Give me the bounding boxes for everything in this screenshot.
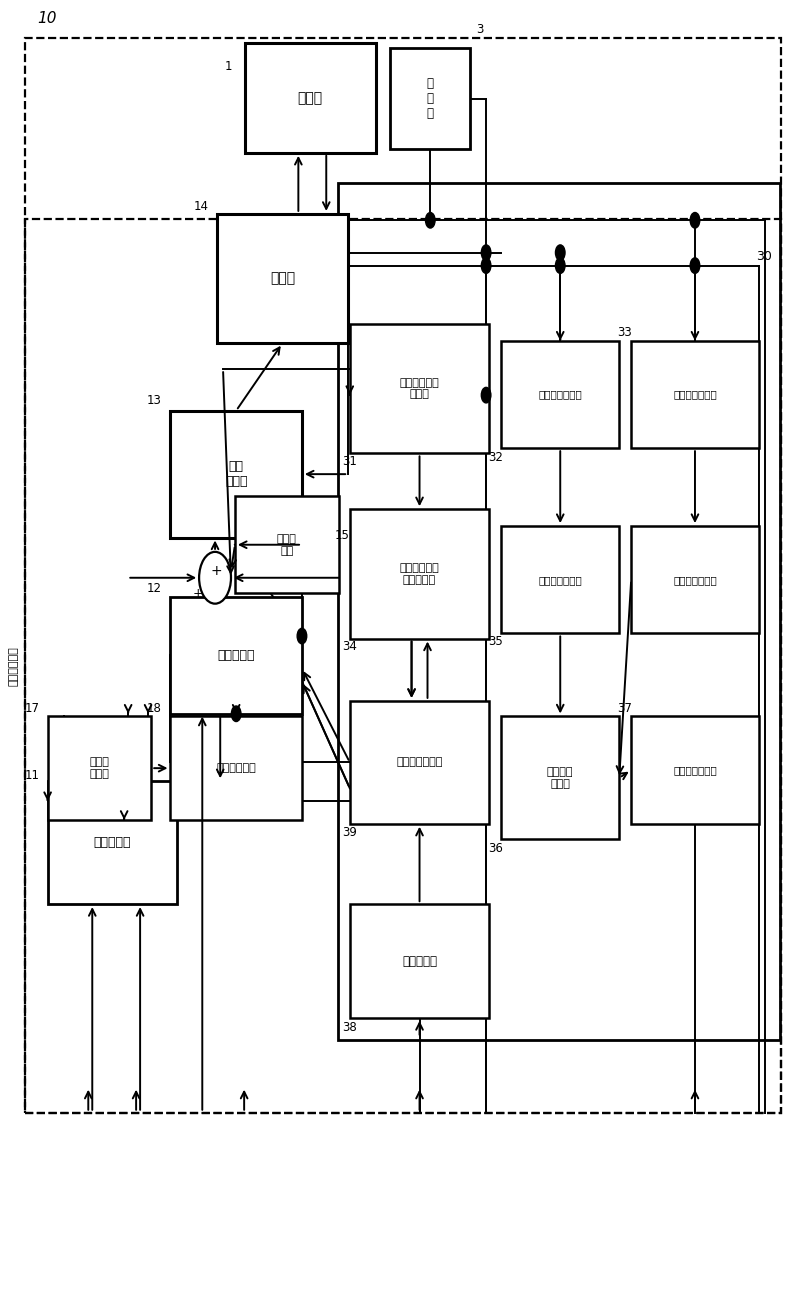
Text: 14: 14 bbox=[193, 200, 208, 213]
Bar bbox=[350, 905, 490, 1018]
Bar bbox=[350, 701, 490, 824]
Circle shape bbox=[231, 706, 241, 722]
Text: 减振滤
波器: 减振滤 波器 bbox=[277, 533, 297, 556]
Bar bbox=[170, 716, 302, 820]
Text: 11: 11 bbox=[24, 770, 39, 783]
Text: 17: 17 bbox=[24, 702, 39, 715]
Text: 31: 31 bbox=[342, 454, 358, 467]
Text: 30: 30 bbox=[755, 251, 771, 263]
Text: 最佳值
接收部: 最佳值 接收部 bbox=[90, 757, 110, 779]
Bar bbox=[631, 716, 758, 824]
Bar bbox=[217, 214, 348, 344]
Text: 推定惯量发送部: 推定惯量发送部 bbox=[673, 765, 717, 775]
Bar bbox=[245, 43, 376, 153]
Text: 位置增益调整部: 位置增益调整部 bbox=[396, 757, 442, 767]
Text: 13: 13 bbox=[147, 393, 162, 406]
Text: 电动机: 电动机 bbox=[298, 91, 323, 105]
Text: 39: 39 bbox=[342, 827, 358, 840]
Bar bbox=[502, 341, 619, 448]
Text: 最佳值设定部: 最佳值设定部 bbox=[216, 763, 256, 774]
Circle shape bbox=[482, 258, 491, 274]
Text: 电流反馈采样部: 电流反馈采样部 bbox=[538, 389, 582, 400]
Text: 37: 37 bbox=[618, 702, 632, 715]
Text: 加速度值计算部: 加速度值计算部 bbox=[673, 575, 717, 584]
Text: 正弦波状指令
频率设定部: 正弦波状指令 频率设定部 bbox=[400, 563, 439, 584]
Text: 惯量推定部: 惯量推定部 bbox=[402, 954, 437, 967]
Circle shape bbox=[199, 552, 231, 604]
Text: 15: 15 bbox=[335, 528, 350, 541]
Text: 采样数据存储部: 采样数据存储部 bbox=[538, 575, 582, 584]
Bar bbox=[350, 324, 490, 453]
Bar bbox=[170, 597, 302, 714]
Text: 放大器: 放大器 bbox=[270, 271, 295, 286]
Bar bbox=[390, 48, 470, 149]
Text: 12: 12 bbox=[147, 582, 162, 594]
Circle shape bbox=[426, 213, 435, 228]
Bar bbox=[631, 526, 758, 633]
Text: 3: 3 bbox=[476, 23, 483, 36]
Text: 伺服控制装置: 伺服控制装置 bbox=[8, 646, 18, 685]
Text: 38: 38 bbox=[342, 1020, 357, 1033]
Text: 32: 32 bbox=[488, 450, 503, 463]
Bar bbox=[350, 509, 490, 639]
Circle shape bbox=[690, 213, 700, 228]
Text: +: + bbox=[211, 565, 222, 579]
Text: 正弦波状指令
生成部: 正弦波状指令 生成部 bbox=[400, 378, 439, 400]
Text: 34: 34 bbox=[342, 640, 358, 653]
Text: 电流
控制部: 电流 控制部 bbox=[225, 461, 247, 488]
Text: 速度反馈采样部: 速度反馈采样部 bbox=[673, 389, 717, 400]
Text: 36: 36 bbox=[488, 842, 503, 855]
Bar bbox=[48, 716, 151, 820]
Circle shape bbox=[482, 387, 491, 402]
Bar bbox=[26, 219, 781, 1112]
Text: 检
测
器: 检 测 器 bbox=[426, 77, 434, 119]
Text: +: + bbox=[192, 587, 203, 600]
Text: 33: 33 bbox=[618, 327, 632, 340]
Bar bbox=[235, 496, 338, 593]
Circle shape bbox=[555, 258, 565, 274]
Text: 35: 35 bbox=[488, 635, 503, 648]
Bar bbox=[631, 341, 758, 448]
Text: 18: 18 bbox=[147, 702, 162, 715]
Circle shape bbox=[690, 258, 700, 274]
Bar bbox=[170, 410, 302, 537]
Bar bbox=[502, 716, 619, 840]
Bar bbox=[26, 38, 781, 1112]
Circle shape bbox=[555, 245, 565, 261]
Circle shape bbox=[297, 628, 306, 644]
Bar bbox=[502, 526, 619, 633]
Text: 速度控制部: 速度控制部 bbox=[218, 649, 255, 662]
Text: 1: 1 bbox=[225, 60, 232, 73]
Text: 位置控制部: 位置控制部 bbox=[94, 836, 131, 849]
Circle shape bbox=[482, 245, 491, 261]
Bar bbox=[48, 781, 177, 905]
Bar bbox=[338, 183, 780, 1040]
Text: 推定惯量
计算部: 推定惯量 计算部 bbox=[547, 767, 574, 789]
Text: 10: 10 bbox=[38, 12, 57, 26]
